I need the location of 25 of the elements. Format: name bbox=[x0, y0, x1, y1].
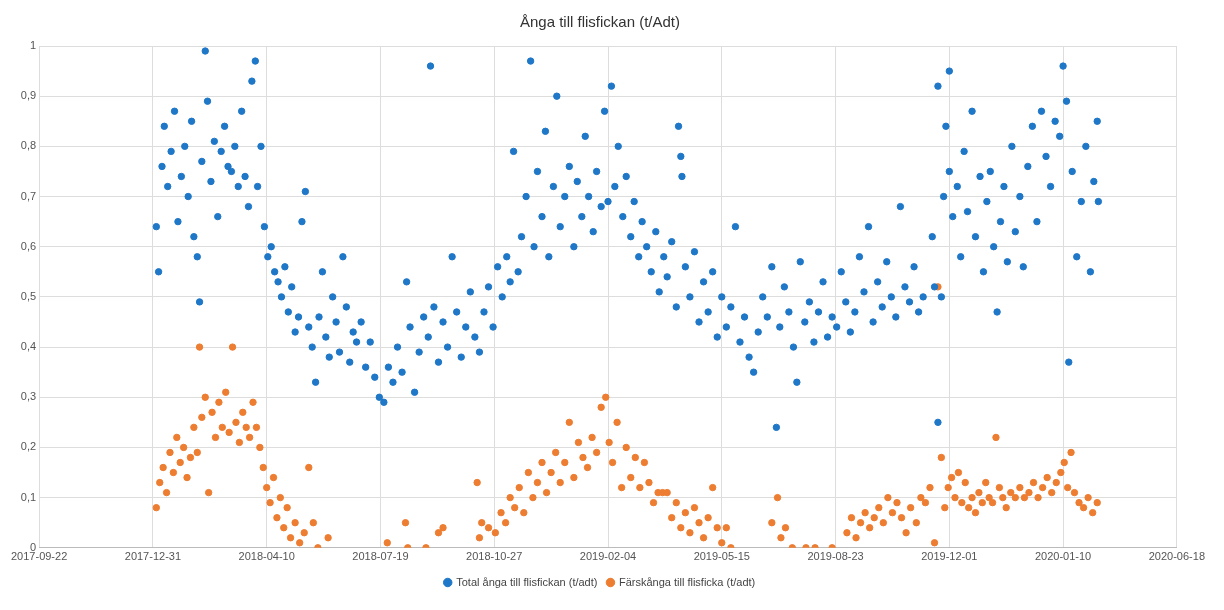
x-tick-label: 2019-08-23 bbox=[807, 550, 864, 563]
y-tick-label: 0,7 bbox=[20, 189, 37, 202]
y-tick-label: 0,3 bbox=[20, 390, 37, 403]
x-tick-label: 2018-07-19 bbox=[352, 550, 409, 563]
y-tick-label: 0,8 bbox=[20, 139, 37, 152]
chart-title: Ånga till flisfickan (t/Adt) bbox=[519, 13, 681, 31]
y-tick-label: 0,4 bbox=[20, 340, 37, 353]
x-tick-label: 2019-05-15 bbox=[693, 550, 750, 563]
legend-label: Total ånga till flisfickan (t/adt) bbox=[456, 575, 598, 588]
y-tick-label: 0 bbox=[30, 540, 37, 553]
x-tick-label: 2017-09-22 bbox=[10, 550, 68, 563]
x-tick-label: 2018-10-27 bbox=[466, 550, 523, 563]
y-tick-label: 0,1 bbox=[20, 490, 37, 503]
x-tick-label: 2019-02-04 bbox=[579, 550, 637, 563]
y-tick-label: 1 bbox=[30, 39, 37, 52]
x-tick-label: 2020-06-18 bbox=[1148, 550, 1206, 563]
y-tick-label: 0,5 bbox=[20, 289, 37, 302]
x-tick-label: 2020-01-10 bbox=[1034, 550, 1092, 563]
x-tick-label: 2019-12-01 bbox=[921, 550, 978, 563]
legend-label: Färskånga till flisficka (t/adt) bbox=[618, 575, 756, 588]
y-tick-label: 0,9 bbox=[20, 89, 37, 102]
y-tick-label: 0,6 bbox=[20, 239, 37, 252]
x-tick-label: 2017-12-31 bbox=[124, 550, 182, 563]
y-tick-label: 0,2 bbox=[20, 440, 37, 453]
x-tick-label: 2018-04-10 bbox=[238, 550, 295, 563]
